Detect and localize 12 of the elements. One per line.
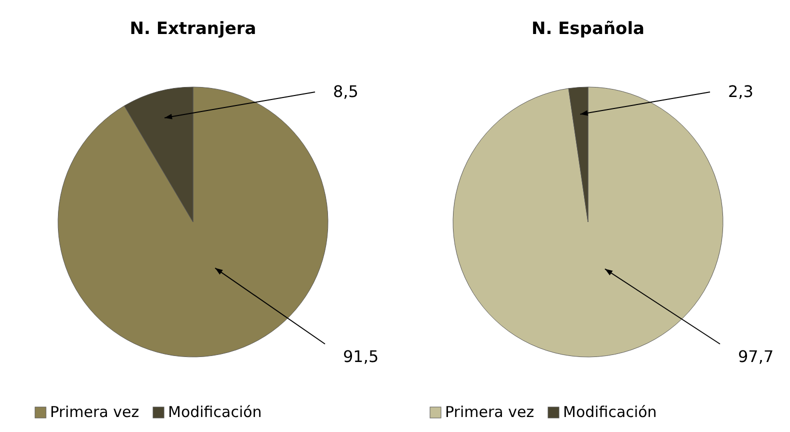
legend-label: Primera vez <box>445 403 534 421</box>
pie-slice <box>58 86 328 358</box>
data-label: 8,5 <box>333 82 358 101</box>
pie-slice <box>452 86 724 358</box>
legend-label: Primera vez <box>50 403 140 421</box>
data-label: 2,3 <box>728 82 754 101</box>
data-label: 97,7 <box>738 347 774 366</box>
chart-title: N. Española <box>531 19 645 39</box>
legend-label: Modificación <box>168 403 262 421</box>
legend-label: Modificación <box>563 403 657 421</box>
chart-title: N. Extranjera <box>130 19 256 39</box>
data-label: 91,5 <box>343 347 379 366</box>
